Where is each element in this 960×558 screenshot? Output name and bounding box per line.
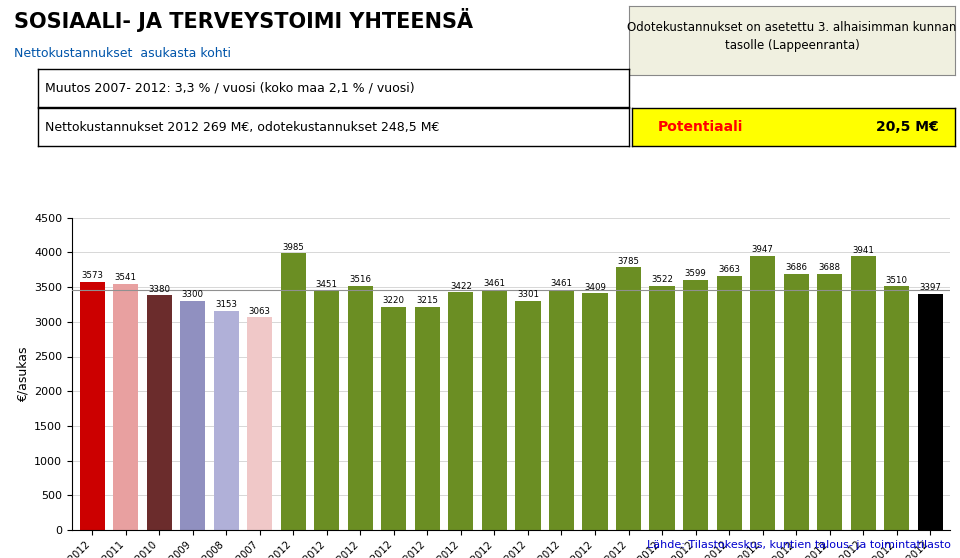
Bar [80, 282, 105, 530]
Text: 3153: 3153 [215, 300, 237, 310]
Text: 3300: 3300 [181, 290, 204, 299]
Bar [180, 301, 205, 530]
Bar [750, 256, 776, 530]
Text: 3397: 3397 [920, 283, 941, 292]
Text: Odotekustannukset on asetettu 3. alhaisimman kunnan
tasolle (Lappeenranta): Odotekustannukset on asetettu 3. alhaisi… [627, 21, 957, 52]
Bar [884, 286, 909, 530]
Bar [783, 274, 808, 530]
Bar [851, 257, 876, 530]
Text: 3220: 3220 [383, 296, 405, 305]
Text: 3686: 3686 [785, 263, 807, 272]
Bar [280, 253, 306, 530]
Text: 3941: 3941 [852, 246, 875, 254]
Text: 3522: 3522 [651, 275, 673, 284]
Text: 3573: 3573 [81, 271, 103, 280]
Text: 3451: 3451 [316, 280, 338, 288]
Text: 3688: 3688 [819, 263, 841, 272]
Text: Muutos 2007- 2012: 3,3 % / vuosi (koko maa 2,1 % / vuosi): Muutos 2007- 2012: 3,3 % / vuosi (koko m… [45, 81, 415, 95]
Text: Nettokustannukset  asukasta kohti: Nettokustannukset asukasta kohti [14, 47, 231, 60]
Text: 3461: 3461 [484, 279, 505, 288]
Bar [348, 286, 372, 530]
Bar [415, 307, 440, 530]
Text: 3409: 3409 [584, 283, 606, 292]
Bar [817, 274, 842, 530]
Text: 3422: 3422 [450, 282, 472, 291]
Bar [381, 306, 406, 530]
Text: 3215: 3215 [417, 296, 439, 305]
Y-axis label: €/asukas: €/asukas [17, 346, 30, 402]
Bar [113, 284, 138, 530]
Text: 3510: 3510 [886, 276, 908, 285]
Text: 3301: 3301 [517, 290, 539, 299]
Text: 20,5 M€: 20,5 M€ [876, 120, 939, 134]
Text: 3663: 3663 [718, 265, 740, 274]
Bar [549, 290, 574, 530]
Text: 3541: 3541 [114, 273, 136, 282]
Text: 3461: 3461 [550, 279, 572, 288]
Text: 3063: 3063 [249, 307, 271, 316]
Bar [247, 318, 273, 530]
Bar [147, 295, 172, 530]
Bar [314, 291, 340, 530]
Bar [918, 294, 943, 530]
Bar [516, 301, 540, 530]
Text: 3785: 3785 [617, 257, 639, 266]
Text: Nettokustannukset 2012 269 M€, odotekustannukset 248,5 M€: Nettokustannukset 2012 269 M€, odotekust… [45, 121, 440, 134]
Bar [214, 311, 239, 530]
Text: 3599: 3599 [684, 270, 707, 278]
Bar [583, 294, 608, 530]
Text: 3985: 3985 [282, 243, 304, 252]
Text: 3947: 3947 [752, 246, 774, 254]
Bar [482, 290, 507, 530]
Text: 3380: 3380 [148, 285, 170, 294]
Bar [683, 280, 708, 530]
Bar [716, 276, 742, 530]
Bar [448, 292, 473, 530]
Text: 3516: 3516 [349, 275, 372, 284]
Text: SOSIAALI- JA TERVEYSTOIMI YHTEENSÄ: SOSIAALI- JA TERVEYSTOIMI YHTEENSÄ [14, 8, 473, 32]
Text: Lähde: Tilastokeskus, kuntien talous- ja toimintatilasto: Lähde: Tilastokeskus, kuntien talous- ja… [646, 540, 950, 550]
Bar [616, 267, 641, 530]
Bar [650, 286, 675, 530]
Text: Potentiaali: Potentiaali [658, 120, 743, 134]
